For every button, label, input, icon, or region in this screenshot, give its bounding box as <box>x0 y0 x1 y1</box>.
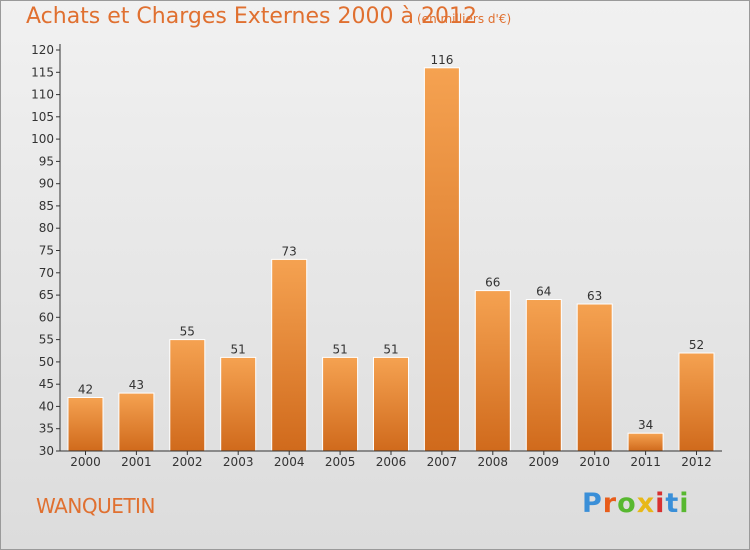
bar-2007 <box>423 67 460 452</box>
x-tick-label-2004: 2004 <box>274 455 305 469</box>
logo-letter: o <box>617 488 637 519</box>
logo-letter: i <box>655 488 666 519</box>
commune-name: WANQUETIN <box>36 494 155 518</box>
proxiti-logo[interactable]: Proxiti <box>582 488 690 519</box>
chart-title: Achats et Charges Externes 2000 à 2012 <box>26 4 477 29</box>
y-tick-label-45: 45 <box>39 377 54 391</box>
bar-2001 <box>118 392 155 452</box>
y-tick-label-75: 75 <box>39 244 54 258</box>
bar-2003 <box>220 356 257 452</box>
value-label-2010: 63 <box>587 289 602 303</box>
bar-2011 <box>627 432 664 452</box>
x-tick-label-2001: 2001 <box>121 455 152 469</box>
value-label-2004: 73 <box>282 244 297 258</box>
y-tick-label-115: 115 <box>31 65 54 79</box>
bar-2012 <box>678 352 715 452</box>
y-tick-label-85: 85 <box>39 199 54 213</box>
logo-letter: x <box>636 488 656 519</box>
y-tick-label-60: 60 <box>39 310 54 324</box>
bar-2004 <box>271 258 308 452</box>
x-tick-label-2012: 2012 <box>681 455 712 469</box>
value-label-2000: 42 <box>78 383 93 397</box>
y-tick-label-70: 70 <box>39 266 54 280</box>
y-tick-label-50: 50 <box>39 355 54 369</box>
bar-2008 <box>474 290 511 452</box>
y-tick-label-110: 110 <box>31 88 54 102</box>
x-tick-label-2005: 2005 <box>325 455 356 469</box>
bar-2002 <box>169 339 206 452</box>
bar-2010 <box>576 303 613 452</box>
bar-2006 <box>373 356 409 452</box>
y-tick-label-90: 90 <box>39 177 54 191</box>
bar-2000 <box>67 397 104 452</box>
value-label-2012: 52 <box>689 338 704 352</box>
y-tick-label-30: 30 <box>39 444 54 458</box>
logo-letter: i <box>679 488 690 519</box>
logo-letter: t <box>665 488 680 519</box>
x-tick-label-2011: 2011 <box>630 455 661 469</box>
value-label-2009: 64 <box>536 285 551 299</box>
value-label-2005: 51 <box>332 342 347 356</box>
y-tick-label-40: 40 <box>39 399 54 413</box>
value-label-2006: 51 <box>383 342 398 356</box>
y-tick-label-80: 80 <box>39 221 54 235</box>
bar-2009 <box>525 299 562 452</box>
x-tick-label-2002: 2002 <box>172 455 203 469</box>
x-tick-label-2008: 2008 <box>478 455 509 469</box>
bar-2005 <box>322 356 359 452</box>
x-tick-label-2003: 2003 <box>223 455 254 469</box>
logo-letter: r <box>602 488 618 519</box>
logo-letter: P <box>582 488 603 519</box>
y-tick-label-55: 55 <box>39 333 54 347</box>
x-tick-label-2009: 2009 <box>529 455 560 469</box>
value-label-2003: 51 <box>231 342 246 356</box>
value-label-2011: 34 <box>638 418 653 432</box>
axes-group: 2000 2001 2002 2003 2004 2005 2006 2007 2008 2009… <box>31 43 722 469</box>
value-label-2007: 116 <box>430 53 453 67</box>
value-label-2008: 66 <box>485 276 500 290</box>
y-tick-label-100: 100 <box>31 132 54 146</box>
y-tick-label-65: 65 <box>39 288 54 302</box>
x-tick-label-2010: 2010 <box>579 455 610 469</box>
value-label-2001: 43 <box>129 378 144 392</box>
value-label-2002: 55 <box>180 325 195 339</box>
y-tick-label-95: 95 <box>39 154 54 168</box>
y-tick-label-120: 120 <box>31 43 54 57</box>
x-tick-label-2007: 2007 <box>427 455 458 469</box>
bars-group: 42 43 55 51 73 51 51 116 66 64 63 34 52 <box>67 53 715 452</box>
x-tick-label-2006: 2006 <box>376 455 407 469</box>
y-tick-label-35: 35 <box>39 422 54 436</box>
y-tick-label-105: 105 <box>31 110 54 124</box>
chart-subtitle: (en milliers d'€) <box>417 12 512 26</box>
x-tick-label-2000: 2000 <box>70 455 101 469</box>
